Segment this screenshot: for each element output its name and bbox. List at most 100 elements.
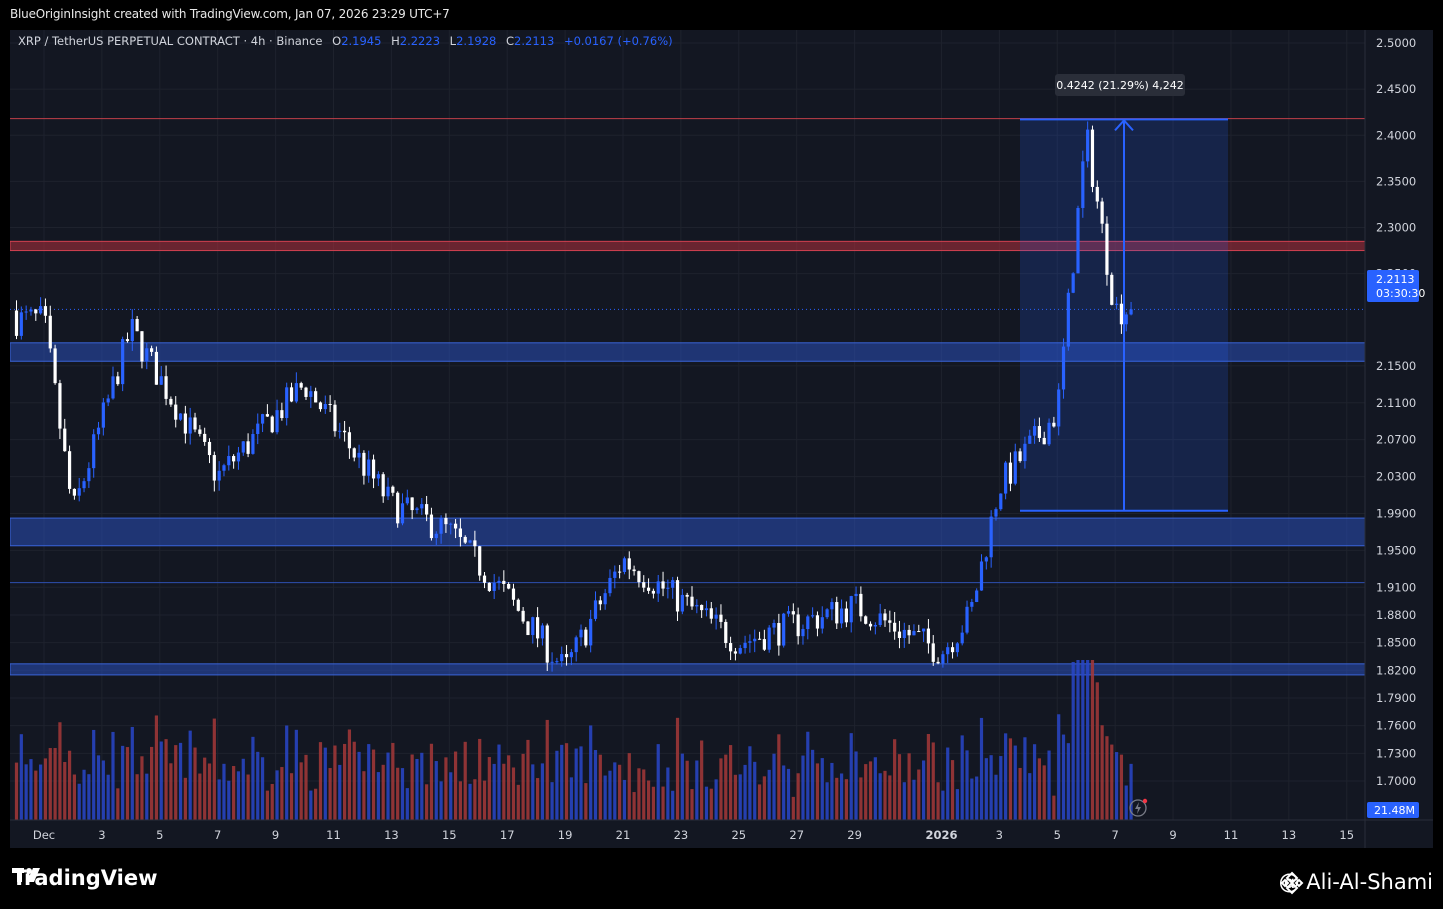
candle-body <box>878 613 882 625</box>
measure-tool[interactable]: 0.4242 (21.29%) 4,242 <box>1020 74 1228 512</box>
volume-bar <box>39 764 43 820</box>
volume-bar <box>1095 682 1099 820</box>
candle-body <box>101 402 105 428</box>
volume-bar <box>222 763 226 820</box>
candle-body <box>371 459 376 479</box>
y-tick-label: 1.8800 <box>1376 608 1416 622</box>
candle-body <box>92 434 96 469</box>
chart-panel[interactable]: 0.4242 (21.29%) 4,242 XRP / TetherUS PER… <box>10 30 1433 848</box>
volume-bar <box>849 733 853 820</box>
legend-l-value: 2.1928 <box>456 34 496 48</box>
candle-body <box>849 596 853 623</box>
candle-body <box>511 588 516 600</box>
candle-body <box>728 643 733 652</box>
volume-bar <box>304 754 308 820</box>
candle-body <box>999 493 1003 510</box>
y-tick-label: 1.9500 <box>1376 543 1416 557</box>
candle-body <box>1032 426 1037 436</box>
candle-body <box>207 441 212 456</box>
candle-body <box>14 310 19 336</box>
legend-l-label: L <box>450 34 457 48</box>
candle-body <box>130 319 134 342</box>
legend-o-label: O <box>332 34 341 48</box>
price-chart[interactable]: 0.4242 (21.29%) 4,242 XRP / TetherUS PER… <box>10 30 1433 848</box>
volume-bar <box>671 790 675 820</box>
volume-bar <box>14 762 19 820</box>
volume-bar <box>159 741 163 820</box>
tradingview-branding[interactable]: TradingView <box>12 866 157 890</box>
volume-bar <box>844 779 848 820</box>
volume-bar <box>72 774 76 820</box>
volume-bar <box>212 718 216 820</box>
volume-bar <box>926 734 931 820</box>
time-axis[interactable]: Dec 3 5 7 9 11 13 15 17 19 21 23 25 27 29 2026 3 5 7 9 11 13 1… <box>33 828 1354 842</box>
volume-bar <box>439 781 443 820</box>
candle-body <box>868 623 873 627</box>
candle-body <box>39 306 43 314</box>
x-tick-label: 9 <box>272 828 279 842</box>
y-tick-label: 1.7600 <box>1376 719 1416 733</box>
candle-body <box>564 654 569 658</box>
lightning-icon[interactable] <box>1129 798 1148 817</box>
volume-bar <box>87 774 91 820</box>
candle-body <box>690 596 694 607</box>
candle-body <box>733 651 738 654</box>
candle-body <box>227 456 231 466</box>
volume-bar <box>410 754 414 820</box>
price-axis[interactable]: 2.50002.45002.40002.35002.30002.25002.15… <box>1376 36 1416 788</box>
candle-body <box>1095 186 1099 202</box>
created-with-header: BlueOriginInsight created with TradingVi… <box>10 7 450 21</box>
candle-body <box>979 561 984 591</box>
volume-bar <box>1047 750 1051 820</box>
candle-body <box>1052 422 1056 427</box>
candle-body <box>154 351 159 385</box>
candle-body <box>24 311 28 313</box>
volume-bar <box>1013 745 1017 820</box>
candle-body <box>830 602 834 610</box>
volume-bar <box>193 747 197 820</box>
volume-bar <box>931 742 935 820</box>
volume-bar <box>839 773 844 820</box>
volume-bar <box>666 767 670 820</box>
x-tick-label: 3 <box>98 828 105 842</box>
x-tick-label: 11 <box>326 828 341 842</box>
volume-bar <box>386 752 390 820</box>
candle-body <box>955 643 959 653</box>
volume-bar <box>1100 725 1104 820</box>
volume-bar <box>362 771 366 820</box>
volume-bar <box>275 770 279 820</box>
y-tick-label: 2.0700 <box>1376 433 1416 447</box>
volume-bar <box>661 786 665 820</box>
volume-bar <box>526 739 530 820</box>
volume-bar <box>246 774 250 820</box>
candle-body <box>859 593 863 617</box>
y-tick-label: 2.3000 <box>1376 221 1416 235</box>
candle-body <box>487 582 491 591</box>
candle-body <box>574 637 578 653</box>
x-tick-label: 5 <box>1054 828 1061 842</box>
candle-body <box>1061 346 1066 390</box>
volume-bar <box>835 777 839 820</box>
volume-bar <box>29 759 33 820</box>
volume-bar <box>989 755 993 820</box>
x-tick-label: 7 <box>214 828 221 842</box>
volume-bar <box>608 770 612 820</box>
volume-bar <box>449 772 453 820</box>
volume-bar <box>936 782 940 820</box>
volume-bar <box>111 731 115 820</box>
candle-body <box>984 557 988 562</box>
volume-bar <box>92 729 96 820</box>
candle-body <box>111 376 115 399</box>
tradingview-logo-icon <box>12 868 40 882</box>
candle-body <box>950 647 955 653</box>
candle-body <box>912 631 916 636</box>
volume-bar <box>309 790 313 820</box>
candle-body <box>178 413 183 420</box>
x-tick-label: 7 <box>1111 828 1118 842</box>
candle-body <box>193 417 197 430</box>
candle-body <box>1066 292 1070 347</box>
candle-body <box>695 604 699 607</box>
volume-bar <box>965 750 969 820</box>
candle-body <box>72 488 76 496</box>
candle-body <box>53 348 57 384</box>
